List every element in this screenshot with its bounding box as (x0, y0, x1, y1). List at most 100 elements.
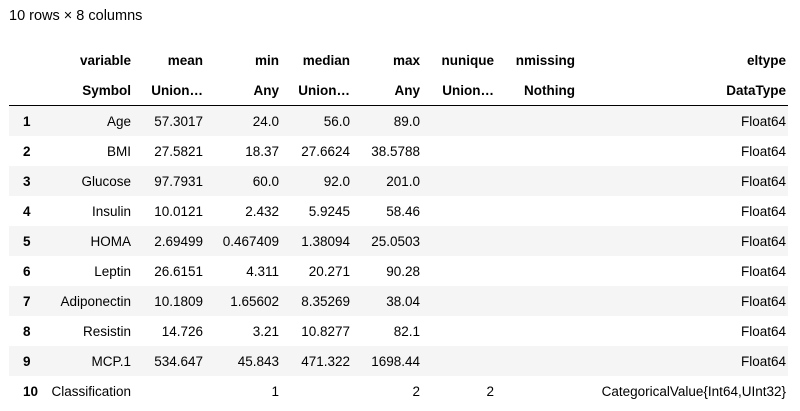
cell-max: 2 (352, 376, 422, 406)
cell-median: 8.35269 (281, 286, 352, 316)
cell-min: 1 (205, 376, 281, 406)
column-type-max: Any (352, 75, 422, 106)
cell-median: 56.0 (281, 105, 352, 136)
table-row: 1 Age 57.3017 24.0 56.0 89.0 Float64 (9, 105, 788, 136)
cell-max: 38.5788 (352, 136, 422, 166)
cell-nunique (422, 286, 496, 316)
cell-median: 10.8277 (281, 316, 352, 346)
cell-max: 1698.44 (352, 346, 422, 376)
column-name-row: variable mean min median max nunique nmi… (9, 45, 788, 75)
cell-min: 60.0 (205, 166, 281, 196)
row-index-type-header (9, 75, 43, 106)
cell-eltype: Float64 (577, 196, 788, 226)
cell-mean: 97.7931 (133, 166, 205, 196)
column-type-mean: Union… (133, 75, 205, 106)
cell-min: 3.21 (205, 316, 281, 346)
cell-eltype: Float64 (577, 286, 788, 316)
table-row: 5 HOMA 2.69499 0.467409 1.38094 25.0503 … (9, 226, 788, 256)
table-row: 9 MCP.1 534.647 45.843 471.322 1698.44 F… (9, 346, 788, 376)
column-header-max: max (392, 52, 420, 68)
cell-variable: BMI (43, 136, 133, 166)
cell-nmissing (496, 376, 577, 406)
cell-mean: 2.69499 (133, 226, 205, 256)
table-row: 6 Leptin 26.6151 4.311 20.271 90.28 Floa… (9, 256, 788, 286)
cell-eltype: Float64 (577, 226, 788, 256)
cell-variable: MCP.1 (43, 346, 133, 376)
column-type-median: Union… (281, 75, 352, 106)
cell-min: 18.37 (205, 136, 281, 166)
cell-nmissing (496, 105, 577, 136)
cell-median: 1.38094 (281, 226, 352, 256)
column-header-mean: mean (167, 52, 203, 68)
cell-nmissing (496, 286, 577, 316)
row-index: 4 (9, 196, 43, 226)
cell-nunique (422, 196, 496, 226)
cell-variable: Age (43, 105, 133, 136)
cell-median: 5.9245 (281, 196, 352, 226)
cell-median (281, 376, 352, 406)
cell-mean: 14.726 (133, 316, 205, 346)
cell-variable: Resistin (43, 316, 133, 346)
cell-max: 201.0 (352, 166, 422, 196)
column-type-nunique: Union… (422, 75, 496, 106)
table-row: 3 Glucose 97.7931 60.0 92.0 201.0 Float6… (9, 166, 788, 196)
cell-min: 0.467409 (205, 226, 281, 256)
cell-min: 4.311 (205, 256, 281, 286)
row-index: 9 (9, 346, 43, 376)
cell-variable: Leptin (43, 256, 133, 286)
column-type-min: Any (205, 75, 281, 106)
cell-nunique: 2 (422, 376, 496, 406)
cell-eltype: CategoricalValue{Int64,UInt32} (577, 376, 788, 406)
cell-mean: 534.647 (133, 346, 205, 376)
cell-max: 82.1 (352, 316, 422, 346)
cell-median: 20.271 (281, 256, 352, 286)
cell-mean: 10.0121 (133, 196, 205, 226)
table-row: 2 BMI 27.5821 18.37 27.6624 38.5788 Floa… (9, 136, 788, 166)
row-index: 1 (9, 105, 43, 136)
cell-nmissing (496, 166, 577, 196)
cell-nunique (422, 226, 496, 256)
cell-variable: Classification (43, 376, 133, 406)
row-index: 7 (9, 286, 43, 316)
column-type-row: Symbol Union… Any Union… Any Union… Noth… (9, 75, 788, 106)
table-caption: 10 rows × 8 columns (9, 8, 143, 24)
cell-eltype: Float64 (577, 346, 788, 376)
column-header-eltype: eltype (746, 52, 786, 68)
cell-eltype: Float64 (577, 166, 788, 196)
table-row: 8 Resistin 14.726 3.21 10.8277 82.1 Floa… (9, 316, 788, 346)
cell-nmissing (496, 196, 577, 226)
cell-max: 38.04 (352, 286, 422, 316)
cell-nunique (422, 346, 496, 376)
cell-median: 92.0 (281, 166, 352, 196)
cell-min: 1.65602 (205, 286, 281, 316)
row-index: 6 (9, 256, 43, 286)
cell-variable: Glucose (43, 166, 133, 196)
row-index-header (9, 45, 43, 75)
table-row: 7 Adiponectin 10.1809 1.65602 8.35269 38… (9, 286, 788, 316)
cell-min: 45.843 (205, 346, 281, 376)
dataframe-table: variable mean min median max nunique nmi… (9, 45, 788, 406)
cell-min: 24.0 (205, 105, 281, 136)
cell-eltype: Float64 (577, 316, 788, 346)
cell-variable: HOMA (43, 226, 133, 256)
cell-mean (133, 376, 205, 406)
column-header-nunique: nunique (441, 52, 495, 68)
cell-nunique (422, 166, 496, 196)
table-row: 4 Insulin 10.0121 2.432 5.9245 58.46 Flo… (9, 196, 788, 226)
column-type-variable: Symbol (43, 75, 133, 106)
cell-eltype: Float64 (577, 136, 788, 166)
cell-eltype: Float64 (577, 256, 788, 286)
cell-mean: 26.6151 (133, 256, 205, 286)
cell-max: 89.0 (352, 105, 422, 136)
row-index: 8 (9, 316, 43, 346)
column-header-median: median (302, 52, 350, 68)
column-header-variable: variable (79, 52, 131, 68)
cell-nunique (422, 316, 496, 346)
cell-nmissing (496, 136, 577, 166)
row-index: 2 (9, 136, 43, 166)
column-header-min: min (254, 52, 279, 68)
cell-nunique (422, 136, 496, 166)
cell-max: 90.28 (352, 256, 422, 286)
cell-variable: Insulin (43, 196, 133, 226)
cell-mean: 57.3017 (133, 105, 205, 136)
